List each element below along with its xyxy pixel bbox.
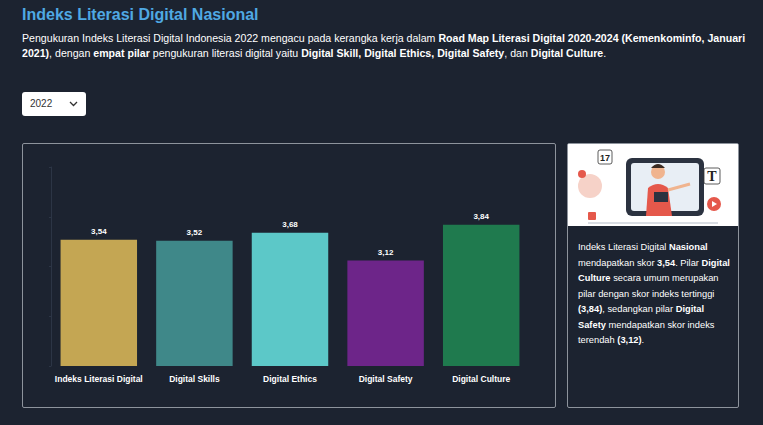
svg-text:T: T — [707, 169, 717, 184]
svg-text:Indeks Literasi Digital: Indeks Literasi Digital — [55, 374, 143, 384]
svg-text:17: 17 — [600, 153, 610, 163]
svg-text:3,54: 3,54 — [91, 227, 107, 236]
svg-text:3,68: 3,68 — [282, 220, 298, 229]
svg-text:Digital Ethics: Digital Ethics — [263, 374, 317, 384]
svg-text:Digital Skills: Digital Skills — [169, 374, 220, 384]
html-text:mendapatkan skor 3,54. Pilar D: mendapatkan skor 3,54. Pilar Digital Cul… — [578, 257, 730, 299]
svg-text:Digital Culture: Digital Culture — [452, 374, 510, 384]
svg-text:3,52: 3,52 — [187, 228, 203, 237]
html-text:Indeks Literasi Digital Nasion: Indeks Literasi Digital Nasional — [22, 6, 259, 23]
html-text:Pengukuran Indeks Literasi Dig: Pengukuran Indeks Literasi Digital Indon… — [22, 32, 746, 59]
html-text:Indeks Literasi Digital Nasion: Indeks Literasi Digital Nasional — [578, 242, 708, 252]
html-text:2022: 2022 — [30, 98, 53, 109]
svg-text:3,84: 3,84 — [473, 212, 489, 221]
html-text:(3,84), sedangkan pilar Digita: (3,84), sedangkan pilar Digital Safety m… — [578, 304, 715, 345]
svg-text:3,12: 3,12 — [378, 248, 394, 257]
svg-text:Digital Safety: Digital Safety — [359, 374, 413, 384]
